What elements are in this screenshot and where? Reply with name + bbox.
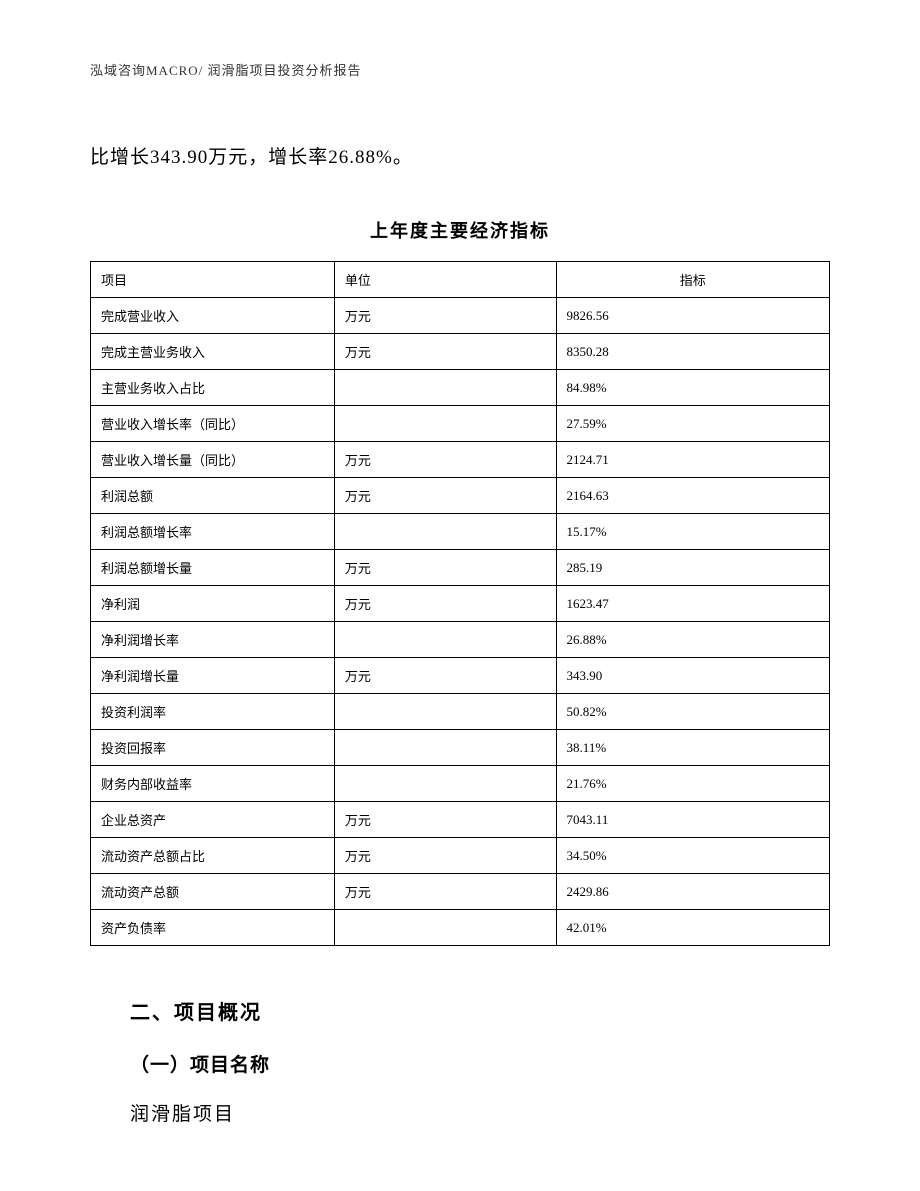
cell-value: 2164.63 bbox=[556, 478, 829, 514]
cell-item: 净利润增长量 bbox=[91, 658, 335, 694]
cell-value: 285.19 bbox=[556, 550, 829, 586]
cell-item: 主营业务收入占比 bbox=[91, 370, 335, 406]
cell-item: 企业总资产 bbox=[91, 802, 335, 838]
section-2-heading: 二、项目概况 bbox=[90, 996, 830, 1025]
cell-unit bbox=[334, 910, 556, 946]
cell-unit: 万元 bbox=[334, 586, 556, 622]
table-row: 投资利润率 50.82% bbox=[91, 694, 830, 730]
cell-item: 利润总额增长率 bbox=[91, 514, 335, 550]
cell-value: 21.76% bbox=[556, 766, 829, 802]
cell-unit: 万元 bbox=[334, 298, 556, 334]
cell-item: 利润总额增长量 bbox=[91, 550, 335, 586]
table-row: 营业收入增长量（同比）万元2124.71 bbox=[91, 442, 830, 478]
cell-value: 2429.86 bbox=[556, 874, 829, 910]
col-header-value: 指标 bbox=[556, 262, 829, 298]
cell-unit bbox=[334, 766, 556, 802]
table-row: 净利润增长率 26.88% bbox=[91, 622, 830, 658]
cell-item: 投资利润率 bbox=[91, 694, 335, 730]
cell-item: 资产负债率 bbox=[91, 910, 335, 946]
subsection-1-heading: （一）项目名称 bbox=[90, 1050, 830, 1077]
cell-value: 1623.47 bbox=[556, 586, 829, 622]
col-header-item: 项目 bbox=[91, 262, 335, 298]
table-row: 利润总额增长量万元285.19 bbox=[91, 550, 830, 586]
cell-unit: 万元 bbox=[334, 334, 556, 370]
cell-item: 财务内部收益率 bbox=[91, 766, 335, 802]
table-row: 利润总额增长率 15.17% bbox=[91, 514, 830, 550]
cell-unit bbox=[334, 370, 556, 406]
cell-item: 投资回报率 bbox=[91, 730, 335, 766]
cell-unit bbox=[334, 622, 556, 658]
cell-unit bbox=[334, 730, 556, 766]
cell-item: 完成营业收入 bbox=[91, 298, 335, 334]
cell-value: 8350.28 bbox=[556, 334, 829, 370]
project-name-text: 润滑脂项目 bbox=[90, 1099, 830, 1126]
cell-unit: 万元 bbox=[334, 442, 556, 478]
table-row: 完成主营业务收入万元8350.28 bbox=[91, 334, 830, 370]
table-row: 利润总额万元2164.63 bbox=[91, 478, 830, 514]
cell-unit: 万元 bbox=[334, 874, 556, 910]
table-row: 企业总资产万元7043.11 bbox=[91, 802, 830, 838]
cell-item: 净利润增长率 bbox=[91, 622, 335, 658]
cell-unit: 万元 bbox=[334, 658, 556, 694]
table-row: 投资回报率 38.11% bbox=[91, 730, 830, 766]
economic-indicators-table: 项目 单位 指标 完成营业收入万元9826.56 完成主营业务收入万元8350.… bbox=[90, 261, 830, 946]
table-row: 营业收入增长率（同比） 27.59% bbox=[91, 406, 830, 442]
cell-value: 34.50% bbox=[556, 838, 829, 874]
cell-value: 7043.11 bbox=[556, 802, 829, 838]
cell-value: 2124.71 bbox=[556, 442, 829, 478]
cell-value: 26.88% bbox=[556, 622, 829, 658]
cell-item: 净利润 bbox=[91, 586, 335, 622]
cell-value: 15.17% bbox=[556, 514, 829, 550]
document-page: 泓域咨询MACRO/ 润滑脂项目投资分析报告 比增长343.90万元，增长率26… bbox=[0, 0, 920, 1186]
table-header-row: 项目 单位 指标 bbox=[91, 262, 830, 298]
cell-item: 完成主营业务收入 bbox=[91, 334, 335, 370]
cell-item: 利润总额 bbox=[91, 478, 335, 514]
cell-unit bbox=[334, 406, 556, 442]
cell-value: 343.90 bbox=[556, 658, 829, 694]
cell-item: 流动资产总额占比 bbox=[91, 838, 335, 874]
cell-item: 流动资产总额 bbox=[91, 874, 335, 910]
cell-value: 9826.56 bbox=[556, 298, 829, 334]
cell-value: 50.82% bbox=[556, 694, 829, 730]
cell-item: 营业收入增长率（同比） bbox=[91, 406, 335, 442]
table-row: 净利润万元1623.47 bbox=[91, 586, 830, 622]
cell-value: 27.59% bbox=[556, 406, 829, 442]
table-row: 资产负债率 42.01% bbox=[91, 910, 830, 946]
cell-value: 42.01% bbox=[556, 910, 829, 946]
cell-unit: 万元 bbox=[334, 478, 556, 514]
cell-unit: 万元 bbox=[334, 838, 556, 874]
table-title: 上年度主要经济指标 bbox=[90, 217, 830, 243]
col-header-unit: 单位 bbox=[334, 262, 556, 298]
cell-unit bbox=[334, 514, 556, 550]
table-row: 流动资产总额万元2429.86 bbox=[91, 874, 830, 910]
cell-value: 84.98% bbox=[556, 370, 829, 406]
table-body: 完成营业收入万元9826.56 完成主营业务收入万元8350.28 主营业务收入… bbox=[91, 298, 830, 946]
intro-paragraph: 比增长343.90万元，增长率26.88%。 bbox=[90, 139, 830, 177]
table-row: 主营业务收入占比 84.98% bbox=[91, 370, 830, 406]
table-row: 净利润增长量万元343.90 bbox=[91, 658, 830, 694]
cell-value: 38.11% bbox=[556, 730, 829, 766]
table-row: 财务内部收益率 21.76% bbox=[91, 766, 830, 802]
table-row: 流动资产总额占比万元34.50% bbox=[91, 838, 830, 874]
cell-item: 营业收入增长量（同比） bbox=[91, 442, 335, 478]
page-header: 泓域咨询MACRO/ 润滑脂项目投资分析报告 bbox=[90, 60, 830, 79]
cell-unit bbox=[334, 694, 556, 730]
cell-unit: 万元 bbox=[334, 550, 556, 586]
table-row: 完成营业收入万元9826.56 bbox=[91, 298, 830, 334]
cell-unit: 万元 bbox=[334, 802, 556, 838]
